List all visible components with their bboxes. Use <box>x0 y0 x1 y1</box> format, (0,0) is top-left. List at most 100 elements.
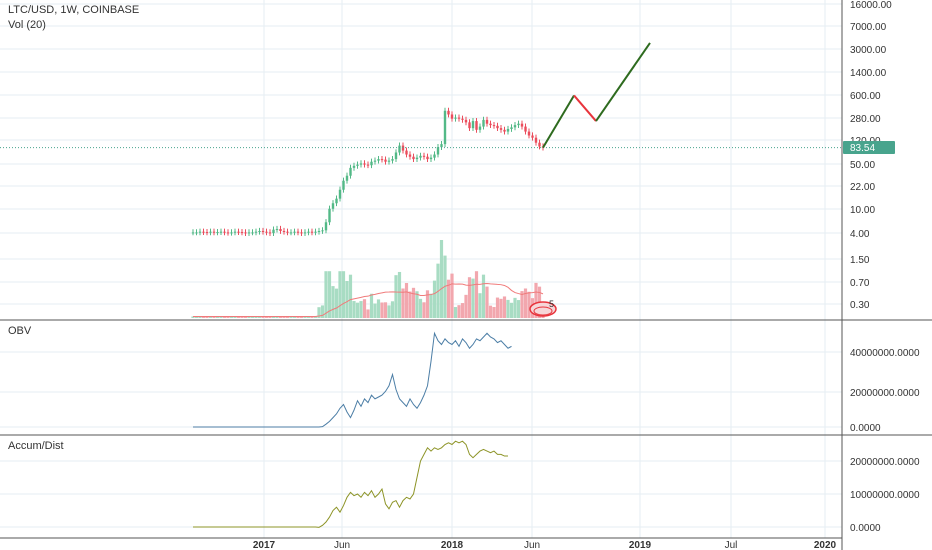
volume-legend[interactable]: Vol (20) <box>8 19 46 31</box>
volume-bar <box>488 305 493 318</box>
volume-bar <box>205 316 209 318</box>
volume-bar <box>236 316 241 318</box>
candle-body <box>419 155 422 158</box>
price-tick-label: 280.00 <box>850 114 881 125</box>
candle-body <box>538 142 541 147</box>
last-price-label: 83.54 <box>850 143 875 154</box>
candle-body <box>534 137 538 143</box>
candle-body <box>489 123 492 126</box>
price-axis[interactable]: 16000.00 7000.00 3000.00 1400.00 600.00 280.0… <box>850 0 892 311</box>
candle-body <box>471 121 475 129</box>
candle-body <box>356 164 359 166</box>
volume-bar <box>362 299 367 318</box>
volume-bar <box>247 316 251 318</box>
candle-body <box>405 150 408 155</box>
candle-body <box>342 180 345 190</box>
volume-bar <box>296 316 300 318</box>
accum-title[interactable]: Accum/Dist <box>8 440 64 452</box>
candle-body <box>440 144 443 148</box>
volume-bar <box>387 305 391 318</box>
volume-bar <box>401 288 405 318</box>
volume-bar <box>516 300 521 318</box>
volume-bar <box>520 291 524 318</box>
candle-body <box>233 231 237 233</box>
volume-bar <box>327 271 332 318</box>
accum-axis[interactable]: 20000000.0000 10000000.0000 0.0000 <box>850 457 920 534</box>
volume-bar <box>509 302 514 318</box>
candle-body <box>251 232 254 234</box>
candle-body <box>366 164 370 166</box>
volume-bar <box>191 316 195 318</box>
price-candles <box>191 107 545 237</box>
volume-bar <box>324 271 328 318</box>
candle-body <box>303 232 307 234</box>
volume-bar <box>373 303 377 318</box>
volume-bars <box>191 240 545 318</box>
volume-bar <box>453 307 458 318</box>
candle-body <box>478 126 482 130</box>
candle-body <box>216 232 219 234</box>
volume-bar <box>485 286 489 318</box>
volume-bar <box>425 290 430 318</box>
candle-body <box>223 231 226 233</box>
volume-bar <box>201 316 206 318</box>
candle-body <box>517 123 520 126</box>
volume-bar <box>212 316 216 318</box>
volume-bar <box>380 302 384 318</box>
volume-bar <box>282 316 286 318</box>
volume-bar <box>352 301 356 318</box>
candle-body <box>436 147 440 155</box>
volume-bar <box>415 291 419 318</box>
candle-body <box>237 231 240 233</box>
time-tick-label: Jun <box>334 540 350 550</box>
projection-line-up <box>542 94 575 149</box>
accum-tick-label: 0.0000 <box>850 523 881 534</box>
candle-body <box>429 157 433 160</box>
candle-body <box>394 152 398 160</box>
candle-body <box>226 232 230 234</box>
volume-bar <box>422 302 426 318</box>
volume-bar <box>366 309 370 318</box>
candle-body <box>191 232 195 234</box>
candle-body <box>195 232 198 234</box>
volume-ma-line <box>193 282 544 317</box>
candle-body <box>527 131 531 136</box>
obv-title[interactable]: OBV <box>8 325 32 337</box>
candle-body <box>415 157 419 160</box>
candle-body <box>198 231 202 233</box>
volume-bar <box>523 288 528 318</box>
accum-dist-line <box>193 440 508 528</box>
candle-body <box>314 231 317 233</box>
volume-marker[interactable]: 5 <box>529 299 557 317</box>
volume-bar <box>408 291 412 318</box>
candle-body <box>454 117 457 119</box>
symbol-title[interactable]: LTC/USD, 1W, COINBASE <box>8 4 139 16</box>
candle-body <box>268 232 272 234</box>
time-axis[interactable]: 2017 Jun 2018 Jun 2019 Jul 2020 <box>253 540 837 550</box>
accum-tick-label: 10000000.0000 <box>850 490 920 501</box>
candle-body <box>300 232 303 234</box>
candle-body <box>513 125 517 128</box>
volume-bar <box>310 316 314 318</box>
price-tick-label: 22.00 <box>850 182 875 193</box>
candle-body <box>275 229 279 231</box>
candle-body <box>475 121 478 130</box>
volume-bar <box>467 277 472 318</box>
volume-bar <box>499 298 503 318</box>
candle-body <box>506 128 510 132</box>
projection-line-up-2 <box>595 42 651 122</box>
candle-body <box>492 125 496 127</box>
obv-axis[interactable]: 40000000.0000 20000000.0000 0.0000 <box>850 348 920 434</box>
candle-body <box>293 231 296 233</box>
candle-body <box>335 198 338 204</box>
grid-lines <box>0 0 842 538</box>
volume-bar <box>299 316 304 318</box>
volume-bar <box>513 297 517 318</box>
candle-body <box>461 118 464 120</box>
volume-bar <box>194 316 199 318</box>
candle-body <box>321 230 324 232</box>
volume-bar <box>404 283 409 318</box>
candle-body <box>230 232 233 234</box>
candle-body <box>331 203 335 209</box>
